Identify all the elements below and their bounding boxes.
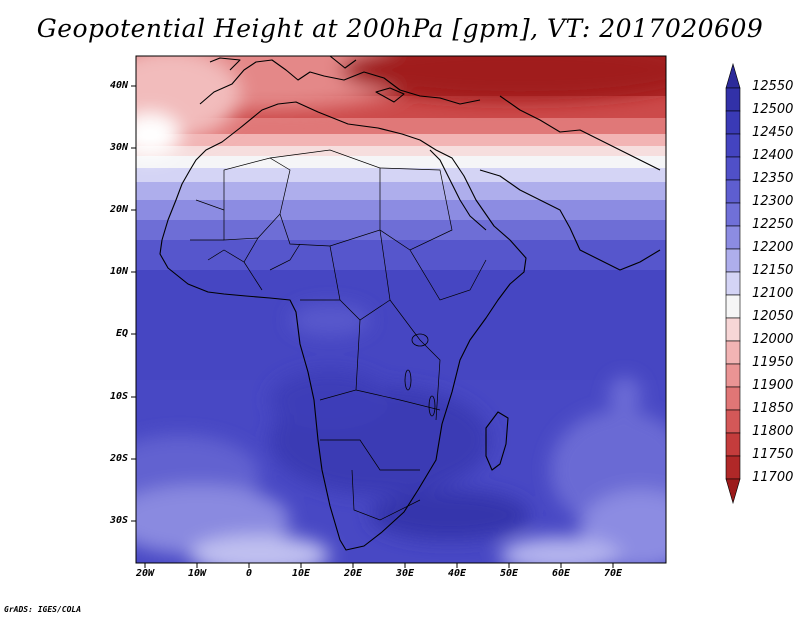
colorbar-label: 12550 (752, 79, 794, 94)
lat-label: 30N (109, 142, 128, 153)
colorbar-label: 12050 (752, 309, 794, 324)
colorbar-swatch (725, 432, 741, 457)
colorbar-swatch (725, 363, 741, 388)
colorbar-swatch (725, 409, 741, 434)
colorbar-top-arrow (725, 62, 741, 89)
colorbar-bottom-arrow (725, 478, 741, 505)
colorbar-swatch (725, 317, 741, 342)
colorbar-label: 11700 (752, 470, 794, 485)
colorbar-label: 12150 (752, 263, 794, 278)
lon-label: 60E (551, 568, 571, 579)
colorbar-label: 11800 (752, 424, 794, 439)
colorbar-label: 11750 (752, 447, 794, 462)
plot-frame (135, 55, 667, 564)
colorbar-swatch (725, 110, 741, 135)
lat-label: 20N (109, 204, 128, 215)
credit-text: GrADS: IGES/COLA (4, 605, 82, 614)
lon-label: 10E (291, 568, 311, 579)
colorbar (725, 62, 741, 505)
colorbar-swatch (725, 386, 741, 411)
colorbar-label: 12400 (752, 148, 794, 163)
colorbar-label: 12500 (752, 102, 794, 117)
colorbar-swatch (725, 156, 741, 181)
colorbar-swatch (725, 133, 741, 158)
lon-label: 20E (343, 568, 363, 579)
colorbar-label: 12450 (752, 125, 794, 140)
colorbar-label: 12250 (752, 217, 794, 232)
chart-title: Geopotential Height at 200hPa [gpm], VT:… (36, 14, 764, 43)
coastlines (159, 56, 661, 551)
lon-label: 50E (499, 568, 519, 579)
colorbar-label: 11850 (752, 401, 794, 416)
lon-label: 40E (447, 568, 467, 579)
lat-label: 20S (109, 453, 128, 464)
colorbar-swatch (725, 455, 741, 480)
lon-label: 70E (603, 568, 623, 579)
colorbar-swatch (725, 340, 741, 365)
colorbar-swatch (725, 225, 741, 250)
lat-label: 10N (109, 266, 128, 277)
colorbar-swatch (725, 87, 741, 112)
colorbar-swatch (725, 248, 741, 273)
lat-label: 30S (109, 515, 128, 526)
colorbar-label: 12200 (752, 240, 794, 255)
colorbar-label: 12000 (752, 332, 794, 347)
colorbar-swatch (725, 179, 741, 204)
colorbar-swatch (725, 294, 741, 319)
colorbar-swatch (725, 271, 741, 296)
colorbar-swatch (725, 202, 741, 227)
lat-label: EQ (115, 328, 128, 339)
lon-label: 10W (187, 568, 207, 579)
country-borders (190, 149, 487, 521)
lakes (404, 333, 436, 417)
lon-label: 30E (395, 568, 415, 579)
lon-ticks (144, 563, 614, 568)
colorbar-label: 11900 (752, 378, 794, 393)
lat-ticks (131, 85, 136, 522)
lat-label: 40N (109, 80, 128, 91)
colorbar-label: 12350 (752, 171, 794, 186)
lat-label: 10S (109, 391, 128, 402)
lon-label: 0 (245, 568, 253, 579)
colorbar-label: 11950 (752, 355, 794, 370)
colorbar-label: 12100 (752, 286, 794, 301)
colorbar-label: 12300 (752, 194, 794, 209)
lon-label: 20W (135, 568, 155, 579)
geopotential-height-field (136, 56, 666, 563)
